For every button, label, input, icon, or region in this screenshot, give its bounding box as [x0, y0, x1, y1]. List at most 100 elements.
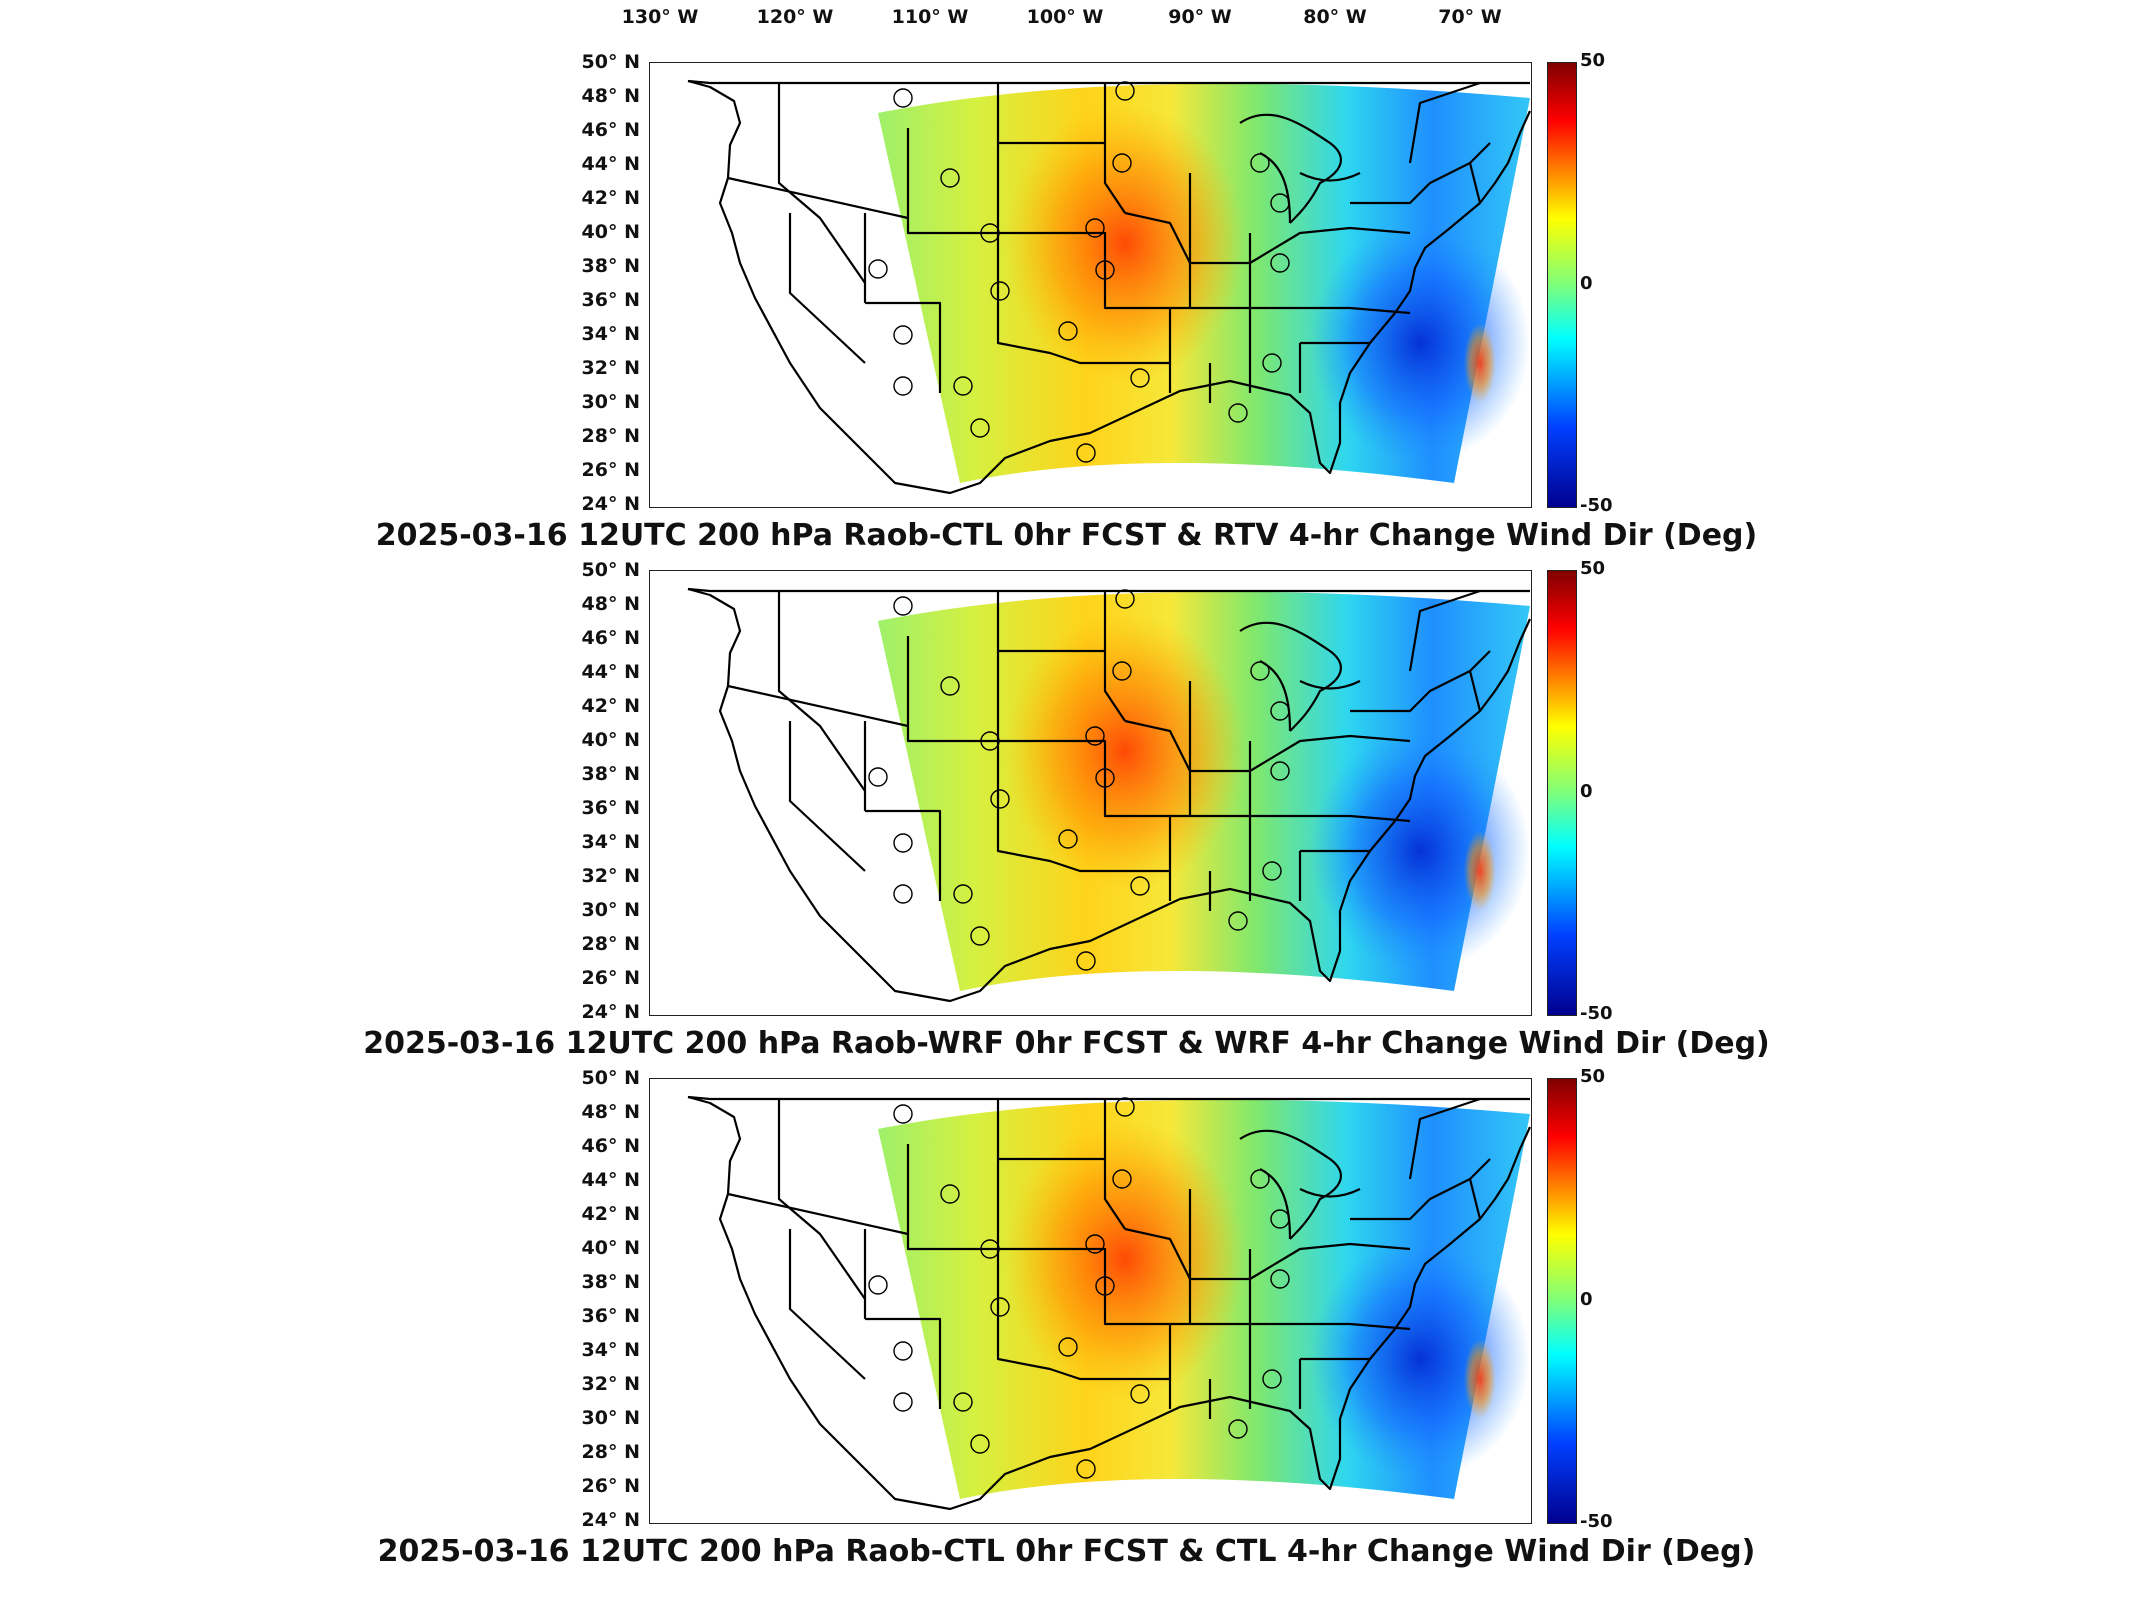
map-svg: [687, 1095, 1531, 1511]
lat-label: 38° N: [581, 255, 640, 277]
lat-label: 50° N: [581, 559, 640, 581]
raob-station-marker: [1228, 1419, 1248, 1439]
raob-station-marker: [990, 1297, 1010, 1317]
lat-label: 46° N: [581, 119, 640, 141]
raob-station-marker: [1228, 911, 1248, 931]
raob-station-marker: [1262, 353, 1282, 373]
lat-label: 30° N: [581, 391, 640, 413]
colorbar-max-label: 50: [1580, 1066, 1606, 1087]
lat-label: 24° N: [581, 1509, 640, 1531]
raob-station-marker: [1228, 403, 1248, 423]
lat-label: 30° N: [581, 899, 640, 921]
raob-station-marker: [1115, 589, 1135, 609]
lat-label: 40° N: [581, 1237, 640, 1259]
raob-station-marker: [1058, 1337, 1078, 1357]
lat-label: 26° N: [581, 1475, 640, 1497]
raob-station-marker: [1270, 193, 1290, 213]
lat-label: 36° N: [581, 797, 640, 819]
lat-label: 48° N: [581, 1101, 640, 1123]
raob-station-marker: [1250, 661, 1270, 681]
raob-station-marker: [893, 1392, 913, 1412]
raob-station-marker: [1058, 829, 1078, 849]
raob-station-marker: [1112, 153, 1132, 173]
raob-station-marker: [980, 223, 1000, 243]
raob-station-marker: [893, 325, 913, 345]
raob-station-marker: [1085, 726, 1105, 746]
raob-station-marker: [893, 1341, 913, 1361]
lat-label: 42° N: [581, 695, 640, 717]
lat-label: 36° N: [581, 1305, 640, 1327]
raob-station-marker: [990, 789, 1010, 809]
raob-station-marker: [1115, 1097, 1135, 1117]
lat-label: 28° N: [581, 933, 640, 955]
raob-station-marker: [953, 376, 973, 396]
lat-label: 34° N: [581, 323, 640, 345]
raob-station-marker: [940, 676, 960, 696]
raob-station-marker: [1112, 661, 1132, 681]
panel-title: 2025-03-16 12UTC 200 hPa Raob-WRF 0hr FC…: [363, 1026, 1770, 1061]
raob-station-marker: [893, 833, 913, 853]
raob-station-marker: [1262, 861, 1282, 881]
lat-label: 32° N: [581, 865, 640, 887]
colorbar: [1547, 1078, 1577, 1524]
positive-anomaly-region: [1005, 611, 1245, 891]
lon-label: 70° W: [1438, 6, 1502, 28]
map-svg: [687, 79, 1531, 495]
lon-label: 90° W: [1168, 6, 1232, 28]
raob-station-marker: [1112, 1169, 1132, 1189]
lat-label: 42° N: [581, 187, 640, 209]
raob-station-marker: [893, 376, 913, 396]
lat-label: 44° N: [581, 661, 640, 683]
raob-station-marker: [1076, 443, 1096, 463]
lat-label: 40° N: [581, 221, 640, 243]
colorbar: [1547, 570, 1577, 1016]
colorbar-max-label: 50: [1580, 50, 1606, 71]
lat-label: 38° N: [581, 1271, 640, 1293]
map-plot: [649, 1078, 1532, 1524]
raob-station-marker: [1270, 253, 1290, 273]
lat-label: 42° N: [581, 1203, 640, 1225]
lon-label: 80° W: [1303, 6, 1367, 28]
raob-station-marker: [1270, 1209, 1290, 1229]
lat-label: 48° N: [581, 85, 640, 107]
raob-station-marker: [1115, 81, 1135, 101]
lat-label: 50° N: [581, 51, 640, 73]
positive-anomaly-region: [1005, 1119, 1245, 1399]
lon-label: 110° W: [891, 6, 969, 28]
raob-station-marker: [980, 1239, 1000, 1259]
raob-station-marker: [1270, 761, 1290, 781]
panel-title: 2025-03-16 12UTC 200 hPa Raob-CTL 0hr FC…: [375, 518, 1758, 553]
raob-station-marker: [953, 1392, 973, 1412]
lat-label: 34° N: [581, 1339, 640, 1361]
positive-anomaly-region: [1464, 1339, 1496, 1419]
raob-station-marker: [1095, 260, 1115, 280]
raob-station-marker: [1095, 768, 1115, 788]
raob-station-marker: [1058, 321, 1078, 341]
raob-station-marker: [1085, 218, 1105, 238]
negative-anomaly-region: [1310, 731, 1530, 971]
map-svg: [687, 587, 1531, 1003]
lat-label: 44° N: [581, 1169, 640, 1191]
lat-label: 24° N: [581, 493, 640, 515]
latitude-axis: 50° N 48° N 46° N 44° N 42° N 40° N 38° …: [560, 1067, 640, 1531]
raob-station-marker: [1095, 1276, 1115, 1296]
raob-station-marker: [1270, 1269, 1290, 1289]
lat-label: 44° N: [581, 153, 640, 175]
map-plot: [649, 62, 1532, 508]
longitude-axis: 130° W 120° W 110° W 100° W 90° W 80° W …: [0, 6, 2133, 36]
lat-label: 50° N: [581, 1067, 640, 1089]
lon-label: 120° W: [756, 6, 834, 28]
colorbar: [1547, 62, 1577, 508]
lat-label: 36° N: [581, 289, 640, 311]
raob-station-marker: [953, 884, 973, 904]
colorbar-mid-label: 0: [1580, 781, 1593, 802]
colorbar-mid-label: 0: [1580, 273, 1593, 294]
lat-label: 48° N: [581, 593, 640, 615]
raob-station-marker: [1076, 1459, 1096, 1479]
raob-station-marker: [868, 259, 888, 279]
raob-station-marker: [980, 731, 1000, 751]
map-plot: [649, 570, 1532, 1016]
lat-label: 40° N: [581, 729, 640, 751]
raob-station-marker: [893, 596, 913, 616]
latitude-axis: 50° N 48° N 46° N 44° N 42° N 40° N 38° …: [560, 51, 640, 515]
